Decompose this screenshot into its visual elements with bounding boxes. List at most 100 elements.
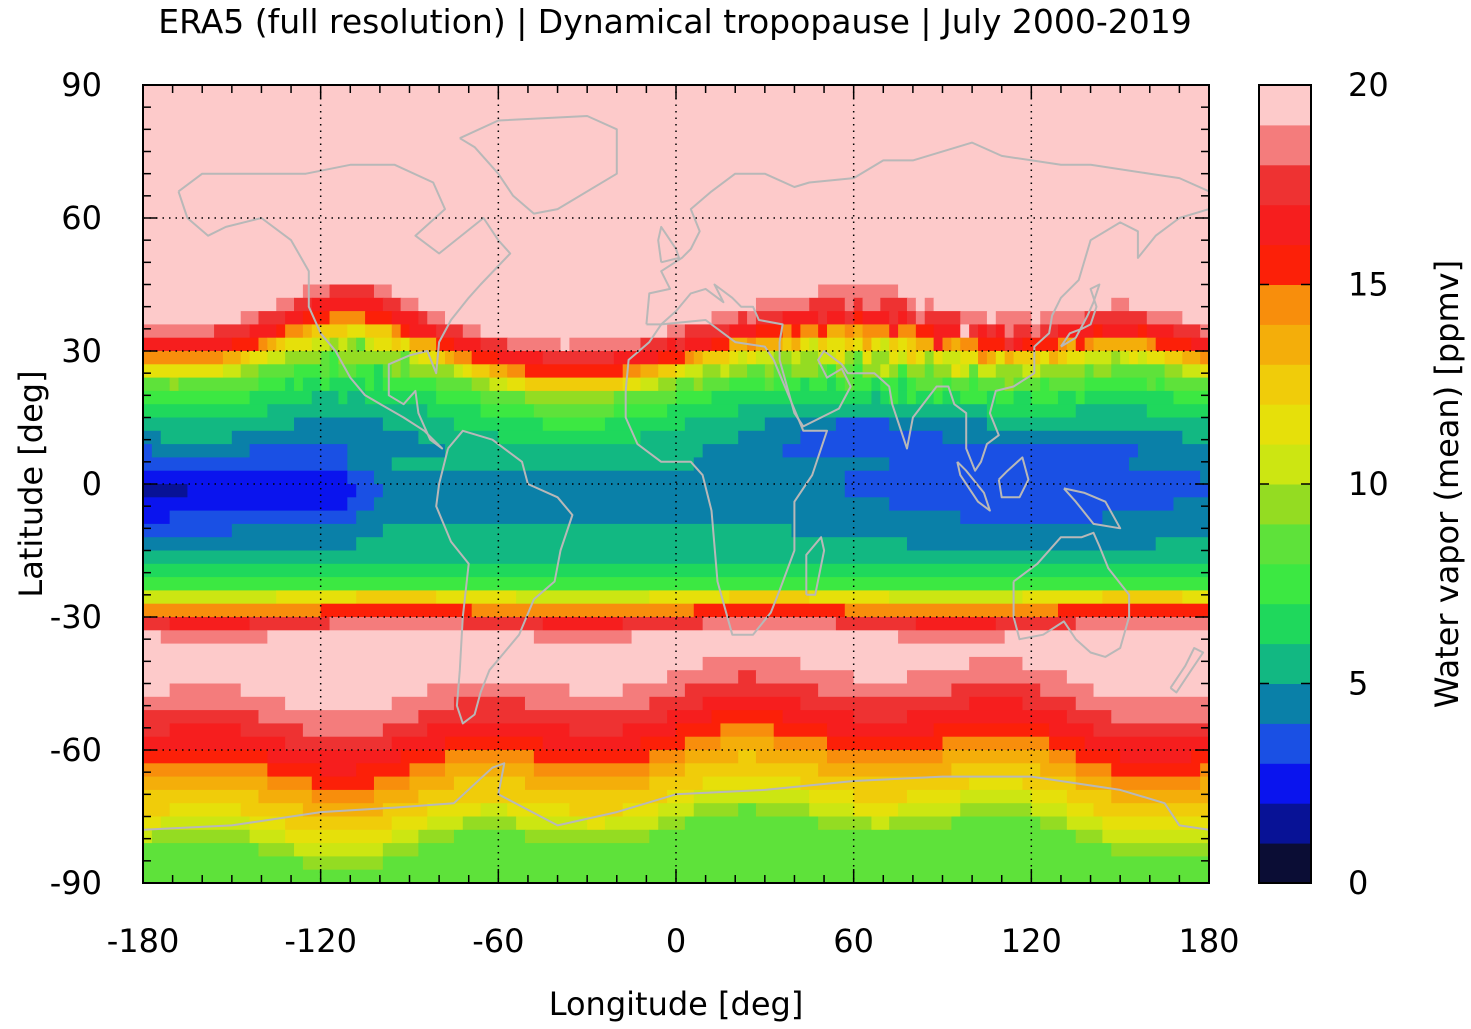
field-cell [676,364,686,379]
field-cell [995,617,1077,631]
field-cell [267,404,428,419]
field-cell [986,390,997,405]
coastline-path [657,225,680,264]
field-cell [1022,696,1077,711]
field-cell [818,284,899,299]
field-cell [640,430,739,445]
field-cell [853,351,864,365]
field-cell [1066,816,1103,831]
y-axis-label: Latitude [deg] [12,370,50,597]
field-cell [462,324,482,339]
field-cell [933,324,961,339]
field-cell [143,257,1209,272]
field-cell [373,337,393,352]
field-cell [844,311,855,325]
field-cell [462,617,544,631]
field-cell [533,750,650,764]
field-cell [640,337,668,352]
field-cell [143,723,171,738]
field-cell [1111,843,1209,857]
field-cell [373,470,846,485]
field-cell [684,750,739,764]
field-cell [844,337,855,352]
field-cell [356,763,411,778]
field-cell [1155,377,1166,392]
field-cell [294,297,313,312]
field-cell [800,351,819,365]
field-cell [1146,404,1209,419]
field-cell [800,656,970,671]
field-cell [427,723,570,738]
field-cell [667,670,739,685]
field-cell [320,603,473,618]
field-cell [791,523,1209,538]
field-cell [782,710,855,724]
coastline-path [177,163,512,450]
field-cell [986,351,997,365]
field-cell [169,803,242,818]
field-cell [356,484,384,498]
field-cell [524,377,624,392]
field-cell [827,311,846,325]
field-cell [978,364,997,379]
y-tick-labels: 90 60 30 0 -30 -60 -90 [50,66,102,902]
field-cell [1004,324,1015,339]
colorbar-label: Water vapor (mean) [ppmv] [1428,260,1466,708]
field-cell [684,816,819,831]
field-cell [453,776,526,791]
field-cell [951,683,1041,698]
field-cell [143,444,153,458]
field-cell [436,390,482,405]
colorbar [1258,84,1312,884]
field-cell [143,377,171,392]
field-cell [480,324,668,339]
field-cell [409,776,455,791]
field-cell [898,377,908,392]
field-cell [1066,351,1086,365]
field-cell [1120,351,1130,365]
field-cell [631,630,899,645]
colorbar-swatch [1259,284,1311,325]
field-cell [143,351,224,365]
field-cell [143,656,704,671]
field-cell [676,377,695,392]
field-cell [835,351,846,365]
field-cell [143,856,304,871]
field-cell [622,683,686,698]
field-cell [1022,590,1103,605]
field-cell [720,364,730,379]
field-cell [880,390,890,405]
field-cell [1040,683,1095,698]
x-tick-label: 180 [1178,922,1239,960]
field-cell [667,710,713,724]
field-cell [924,364,935,379]
colorbar-tick-label: 15 [1348,266,1389,304]
field-cell [1164,364,1183,379]
field-cell [382,523,793,538]
field-cell [898,390,908,405]
field-cell [604,417,686,432]
field-cell [143,231,1209,246]
field-cell [640,364,659,379]
field-cell [871,351,890,365]
field-cell [143,178,1209,192]
field-cell [569,683,624,698]
field-cell [400,324,411,339]
field-cell [800,377,810,392]
field-cell [409,337,437,352]
field-cell [240,364,260,379]
field-cell [285,337,313,352]
field-cell [649,750,686,764]
colorbar-tick-label: 20 [1348,66,1389,104]
field-cell [329,364,340,379]
field-cell [258,789,313,804]
field-cell [409,364,455,379]
field-cell [1137,444,1209,458]
field-cell [338,351,402,365]
field-cell [658,351,686,365]
field-cell [143,816,162,831]
field-cell [1004,377,1015,392]
field-cell [533,630,633,645]
field-cell [1111,710,1209,724]
